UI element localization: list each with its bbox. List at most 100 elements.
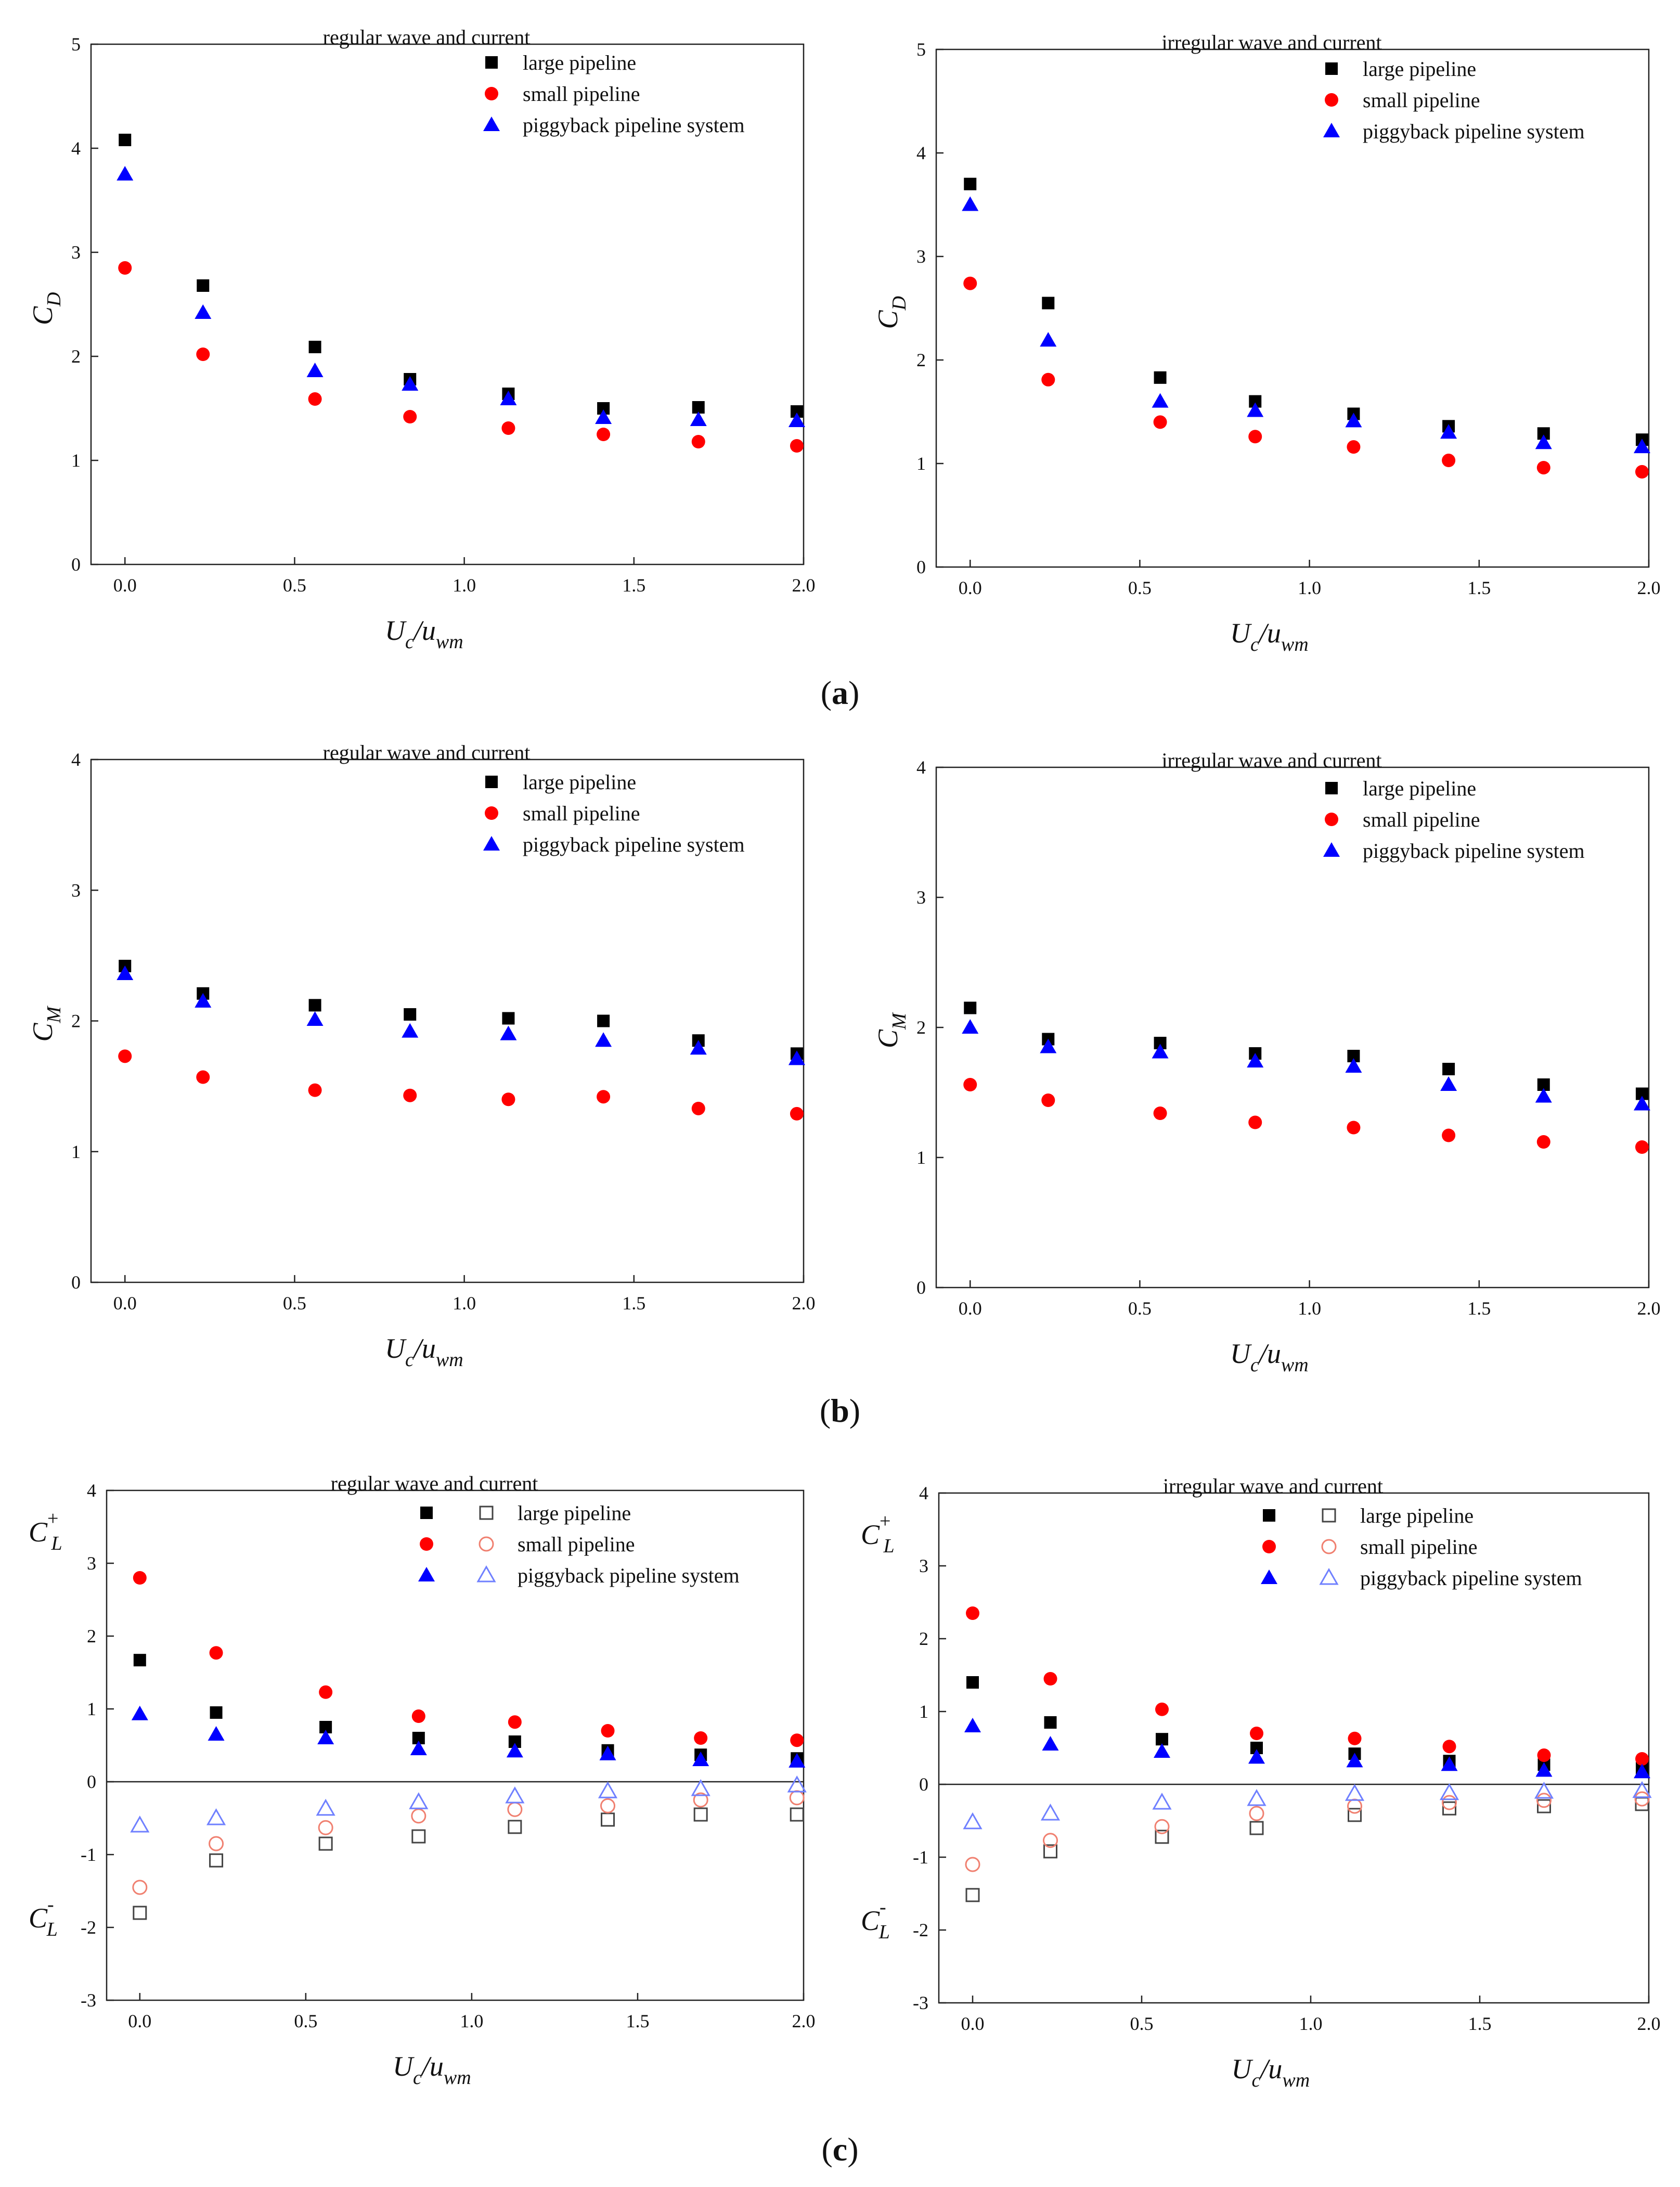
data-point-triangle [402, 376, 419, 391]
x-tick-label: 1.0 [1298, 1298, 1321, 1319]
data-point-circle-open [1442, 1795, 1457, 1810]
y-tick-label: 1 [71, 450, 81, 471]
legend-label: large pipeline [1363, 777, 1476, 800]
data-point-triangle [1247, 402, 1264, 417]
y-axis-label-bottom: C-L [861, 1896, 890, 1943]
y-tick-label: 2 [919, 1628, 928, 1649]
data-point-circle [196, 348, 210, 361]
data-point-circle [1348, 1731, 1362, 1745]
data-point-square-open [133, 1906, 147, 1920]
data-point-triangle-open [1040, 1803, 1061, 1821]
data-point-triangle [1152, 1044, 1169, 1059]
y-tick-label: -1 [913, 1847, 928, 1868]
chart-c-left: 0.0 0.5 1.0 1.5 2.0 -3 -2 -1 0 1 2 3 4 regular wave a… [29, 1472, 816, 2089]
legend-marker-square [1263, 1509, 1275, 1522]
legend-marker-circle [420, 1537, 433, 1551]
data-point-circle-open [1154, 1819, 1170, 1834]
x-tick-label: 1.0 [460, 2011, 483, 2031]
x-tick-label: 1.5 [1467, 1298, 1491, 1319]
chart-title: irregular wave and current [1163, 1474, 1383, 1498]
data-point-triangle [131, 1705, 148, 1720]
x-tick-label: 0.5 [294, 2011, 317, 2031]
y-tick-label: -2 [81, 1917, 96, 1938]
data-point-circle [691, 1101, 705, 1115]
data-point-circle-open [693, 1792, 708, 1808]
data-point-circle [308, 392, 322, 406]
legend-marker-triangle [483, 117, 500, 131]
panel-label-c: (c) [821, 2131, 859, 2168]
data-point-circle [1635, 1752, 1649, 1766]
y-tick-label: 4 [87, 1480, 96, 1501]
data-point-circle [597, 428, 611, 441]
data-point-square [133, 1654, 146, 1667]
x-tick-label: 2.0 [1637, 577, 1661, 598]
x-tick-label: 0.0 [959, 1298, 982, 1319]
y-tick-label: 1 [916, 1147, 926, 1168]
y-axis-label: CD [27, 292, 65, 325]
data-point-square [966, 1676, 979, 1689]
data-point-triangle-open [130, 1815, 150, 1833]
y-tick-label: 4 [71, 749, 81, 770]
y-tick-label: 2 [916, 350, 926, 370]
data-point-triangle-open [1345, 1784, 1365, 1801]
y-tick-label: -3 [81, 1990, 96, 2011]
data-point-circle [196, 1070, 210, 1084]
data-point-circle-open [1043, 1833, 1058, 1848]
legend-marker-triangle-open [1319, 1567, 1339, 1585]
data-point-square [964, 177, 977, 190]
y-tick-label: 4 [916, 757, 926, 778]
x-tick-label: 2.0 [792, 2011, 816, 2031]
data-point-triangle-open [787, 1775, 807, 1793]
x-tick-label: 1.5 [1467, 577, 1491, 598]
data-point-triangle-open [1534, 1781, 1554, 1799]
legend-marker-triangle-open [476, 1565, 496, 1583]
y-axis-label-top: C+ L [29, 1508, 62, 1554]
x-tick-label: 1.0 [1298, 577, 1321, 598]
legend-marker-square-open [479, 1506, 494, 1520]
data-point-circle [790, 1733, 804, 1747]
x-tick-label: 0.5 [283, 575, 306, 596]
legend-marker-circle [1325, 813, 1338, 826]
data-point-square-open [318, 1836, 333, 1851]
legend-label: small pipeline [1363, 88, 1480, 112]
data-point-triangle [306, 1011, 324, 1026]
data-point-triangle [317, 1730, 334, 1744]
data-point-triangle [306, 363, 324, 377]
legend-label: small pipeline [1363, 808, 1480, 831]
y-tick-label: -2 [913, 1920, 928, 1940]
data-point-triangle [962, 1019, 979, 1034]
legend-marker-square [485, 56, 498, 69]
data-point-square [1154, 371, 1167, 384]
chart-title: irregular wave and current [1161, 31, 1381, 54]
legend-label: small pipeline [523, 82, 640, 106]
data-point-triangle-open [691, 1779, 710, 1796]
data-point-square-open [209, 1853, 224, 1868]
data-point-square [1042, 297, 1055, 310]
x-tick-label: 2.0 [792, 575, 816, 596]
y-tick-label: 4 [71, 138, 81, 159]
y-tick-label: 1 [919, 1701, 928, 1722]
data-point-circle [1043, 1672, 1057, 1686]
x-tick-label: 1.0 [453, 575, 476, 596]
data-point-circle-open [1536, 1793, 1552, 1808]
x-tick-label: 0.0 [959, 577, 982, 598]
data-point-circle [1041, 1094, 1055, 1107]
panel-label-b: (b) [819, 1392, 861, 1429]
data-point-square-open [601, 1812, 615, 1827]
data-point-square-open [1249, 1821, 1264, 1835]
legend-marker-circle-open [479, 1536, 494, 1552]
legend-label: small pipeline [523, 802, 640, 825]
y-axis-label: CM [27, 1005, 65, 1041]
data-point-circle-open [789, 1790, 805, 1806]
legend-marker-triangle [483, 836, 500, 851]
y-tick-label: 3 [71, 880, 81, 900]
data-point-circle [1635, 465, 1649, 479]
data-point-circle [790, 439, 804, 453]
legend-marker-circle-open [1321, 1539, 1337, 1554]
x-axis-label: Uc/uwm [385, 1333, 463, 1371]
legend-label: piggyback pipeline system [523, 113, 745, 137]
data-point-triangle [1633, 1096, 1650, 1111]
legend-label: large pipeline [1360, 1504, 1474, 1527]
data-point-triangle [692, 1752, 709, 1766]
